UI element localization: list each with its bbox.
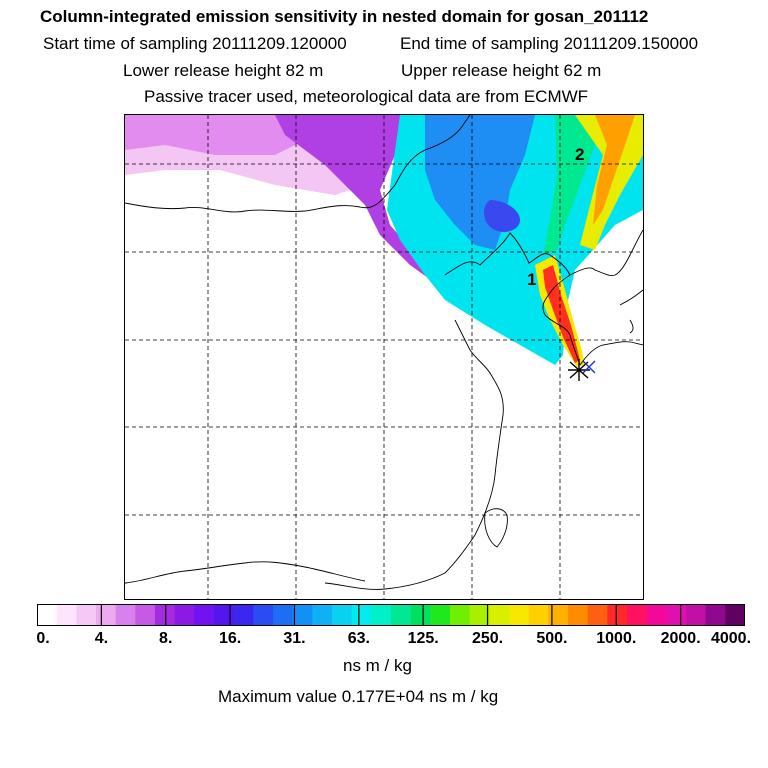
field-blue-core <box>425 115 535 250</box>
colorbar-segment <box>292 604 313 626</box>
colorbar-border <box>37 604 745 626</box>
colorbar-segment <box>273 604 294 626</box>
colorbar-segment <box>725 604 745 626</box>
colorbar-segment <box>115 604 136 626</box>
plot-title: Column-integrated emission sensitivity i… <box>40 7 649 26</box>
colorbar-segment <box>391 604 412 626</box>
colorbar-segment <box>351 604 372 626</box>
sensitivity-field <box>125 115 643 367</box>
field-orange-ridge <box>593 115 635 225</box>
colorbar-segment <box>410 604 431 626</box>
colorbar-tick-label: 4. <box>94 630 109 647</box>
colorbar-segment <box>686 604 707 626</box>
colorbar-segment <box>332 604 353 626</box>
tracer-note: Passive tracer used, meteorological data… <box>144 87 589 106</box>
coastline-north <box>125 115 471 213</box>
field-deep-blue-core <box>483 200 520 232</box>
colorbar-segment <box>76 604 97 626</box>
start-time: Start time of sampling 20111209.120000 <box>43 34 347 53</box>
colorbar-segment <box>568 604 589 626</box>
colorbar-segment <box>646 604 667 626</box>
coastline-japan <box>619 289 643 334</box>
colorbar-unit: ns m / kg <box>343 656 412 675</box>
colorbar-segment <box>450 604 471 626</box>
colorbar-segment <box>430 604 451 626</box>
colorbar-segment <box>469 604 490 626</box>
lower-release-height: Lower release height 82 m <box>123 61 324 80</box>
coastline-south <box>125 561 366 584</box>
colorbar-tick-label: 63. <box>347 630 370 647</box>
field-green-ridge <box>543 115 605 255</box>
colorbar-tick-label: 125. <box>407 630 439 647</box>
colorbar <box>37 604 745 626</box>
upper-release-height: Upper release height 62 m <box>401 61 602 80</box>
colorbar-segment <box>194 604 215 626</box>
colorbar-segment <box>135 604 156 626</box>
colorbar-segment <box>489 604 510 626</box>
colorbar-segment <box>155 604 176 626</box>
colorbar-segment <box>312 604 333 626</box>
coastline-korea <box>569 229 643 366</box>
colorbar-segment <box>587 604 608 626</box>
maximum-value: Maximum value 0.177E+04 ns m / kg <box>218 687 499 706</box>
colorbar-segment <box>371 604 392 626</box>
colorbar-tick-label: 8. <box>159 630 173 647</box>
map-label-2: 2 <box>575 145 584 164</box>
colorbar-tick-label: 4000. <box>710 630 752 647</box>
colorbar-segment <box>174 604 195 626</box>
end-time: End time of sampling 20111209.150000 <box>400 34 699 53</box>
field-purple-band <box>275 115 445 290</box>
colorbar-tick-label: 250. <box>471 630 504 647</box>
colorbar-segment <box>96 604 117 626</box>
coastlines <box>125 115 643 590</box>
map-label-1: 1 <box>527 270 536 289</box>
release-marker-blue <box>582 360 596 374</box>
lat-lon-grid <box>125 115 643 599</box>
colorbar-segment <box>37 604 58 626</box>
release-marker <box>568 359 590 381</box>
colorbar-segment <box>56 604 77 626</box>
coastline-china-east <box>324 319 504 590</box>
colorbar-tick-label: 16. <box>218 630 242 647</box>
colorbar-segment <box>214 604 235 626</box>
colorbar-segment <box>627 604 648 626</box>
colorbar-tick-label: 31. <box>283 630 306 647</box>
colorbar-tick-label: 500. <box>536 630 568 647</box>
colorbar-tick-label: 0. <box>36 630 50 647</box>
colorbar-segment <box>705 604 726 626</box>
colorbar-segment <box>233 604 254 626</box>
colorbar-segment <box>528 604 549 626</box>
colorbar-segment <box>253 604 274 626</box>
colorbar-segment <box>548 604 569 626</box>
coastline-taiwan <box>484 508 508 548</box>
colorbar-tick-label: 2000. <box>660 630 701 647</box>
colorbar-segment <box>509 604 530 626</box>
sensitivity-map: 1 2 <box>124 114 644 600</box>
colorbar-segment <box>607 604 628 626</box>
colorbar-segment <box>666 604 687 626</box>
colorbar-tick-label: 1000. <box>596 630 637 647</box>
coastline-bohai <box>444 232 581 366</box>
field-mid-magenta <box>125 115 325 155</box>
